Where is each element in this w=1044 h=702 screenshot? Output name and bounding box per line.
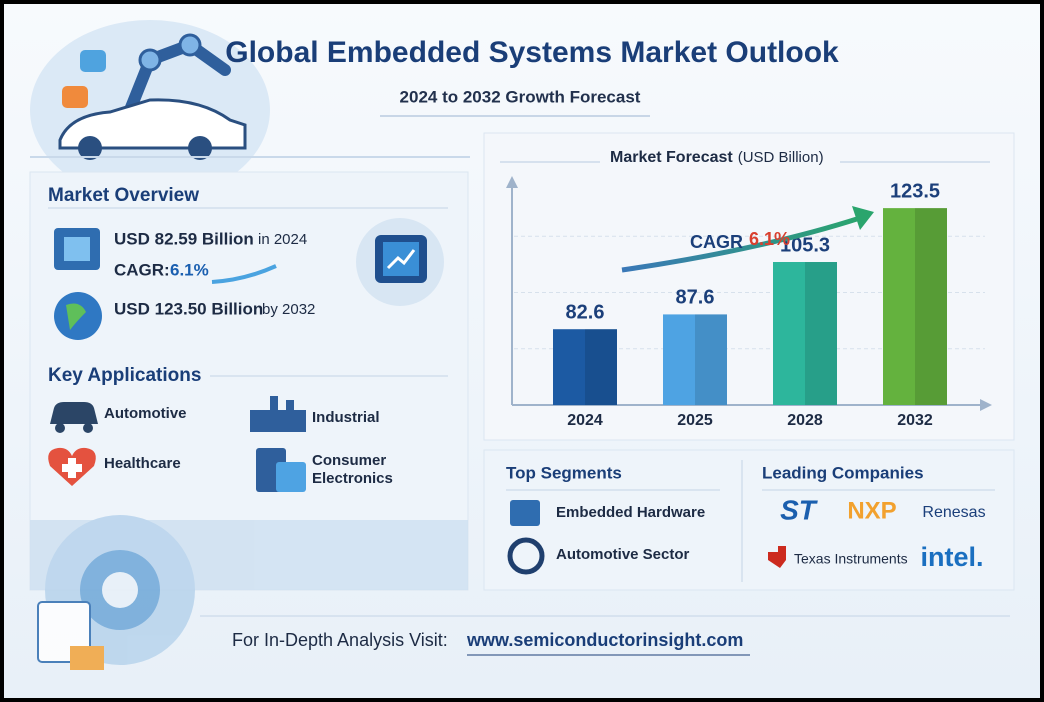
bar bbox=[883, 208, 947, 405]
application-label: Electronics bbox=[312, 470, 393, 487]
globe-icon bbox=[66, 303, 86, 330]
overview-forecast: USD 123.50 Billion bbox=[114, 299, 263, 318]
devices-icon bbox=[256, 448, 306, 492]
value-label: 123.5 bbox=[890, 180, 940, 202]
overview-cagr-label: CAGR: bbox=[114, 260, 170, 279]
ti-logo-mark bbox=[768, 546, 786, 568]
company-logo: intel. bbox=[920, 542, 983, 572]
cagr-swoosh bbox=[211, 264, 277, 284]
company-logo: Renesas bbox=[922, 504, 985, 521]
value-label: 82.6 bbox=[566, 301, 605, 323]
header-illustration bbox=[30, 20, 470, 200]
gear-decoration bbox=[30, 515, 468, 670]
x-tick-label: 2025 bbox=[677, 412, 713, 429]
application-label: Automotive bbox=[104, 405, 187, 422]
segment-label: Automotive Sector bbox=[556, 546, 690, 563]
company-logo: NXP bbox=[847, 497, 896, 524]
company-logo: Texas Instruments bbox=[794, 551, 908, 567]
value-label: 105.3 bbox=[780, 234, 830, 256]
segment-label: Embedded Hardware bbox=[556, 504, 705, 521]
bar-shade bbox=[695, 314, 727, 405]
chip-icon bbox=[510, 500, 540, 526]
y-axis-arrow bbox=[506, 176, 518, 188]
x-tick-label: 2024 bbox=[567, 412, 603, 429]
subtitle: 2024 to 2032 Growth Forecast bbox=[400, 87, 641, 106]
x-tick-label: 2032 bbox=[897, 412, 933, 429]
cagr-arrow bbox=[621, 215, 861, 273]
applications-title: Key Applications bbox=[48, 365, 201, 386]
application-label: Healthcare bbox=[104, 455, 181, 472]
bar-shade bbox=[805, 262, 837, 405]
companies-title: Leading Companies bbox=[762, 463, 924, 482]
chip-gear-icon bbox=[356, 218, 444, 306]
overview-cagr-value: 6.1% bbox=[170, 260, 209, 279]
chart-unit: (USD Billion) bbox=[738, 149, 824, 166]
segments-panel bbox=[483, 449, 1015, 591]
overview-title: Market Overview bbox=[48, 185, 199, 206]
cagr-arrowhead bbox=[852, 206, 874, 230]
footer-prompt: For In-Depth Analysis Visit: bbox=[232, 630, 448, 650]
car-icon bbox=[50, 402, 98, 433]
x-axis-arrow bbox=[980, 399, 992, 411]
application-label: Industrial bbox=[312, 409, 380, 426]
title: Global Embedded Systems Market Outlook bbox=[225, 36, 839, 69]
overview-current-year: in 2024 bbox=[258, 231, 307, 248]
wheel-icon bbox=[507, 537, 545, 575]
overview-forecast-year: by 2032 bbox=[262, 301, 315, 318]
cagr-label: CAGR bbox=[690, 232, 743, 252]
bar bbox=[773, 262, 837, 405]
footer-url[interactable]: www.semiconductorinsight.com bbox=[466, 630, 743, 650]
segments-title: Top Segments bbox=[506, 463, 622, 482]
x-tick-label: 2028 bbox=[787, 412, 823, 429]
heart-icon bbox=[62, 458, 82, 478]
chip-icon bbox=[64, 237, 90, 261]
application-label: Consumer bbox=[312, 452, 386, 469]
bar bbox=[663, 314, 727, 405]
chart-title: Market Forecast bbox=[610, 149, 733, 166]
bar-shade bbox=[585, 329, 617, 405]
overview-current: USD 82.59 Billion bbox=[114, 229, 254, 248]
company-logo: ST bbox=[780, 494, 819, 525]
bar bbox=[553, 329, 617, 405]
bar-shade bbox=[915, 208, 947, 405]
cagr-value: 6.1% bbox=[749, 229, 790, 249]
value-label: 87.6 bbox=[676, 287, 715, 309]
factory-icon bbox=[250, 396, 306, 432]
